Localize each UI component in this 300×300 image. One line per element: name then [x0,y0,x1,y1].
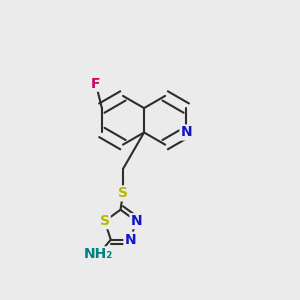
Text: S: S [118,186,128,200]
Text: S: S [100,214,110,228]
Text: NH₂: NH₂ [84,247,113,261]
Text: N: N [181,125,192,140]
Text: N: N [130,214,142,228]
Text: N: N [124,233,136,247]
Text: F: F [91,77,101,91]
